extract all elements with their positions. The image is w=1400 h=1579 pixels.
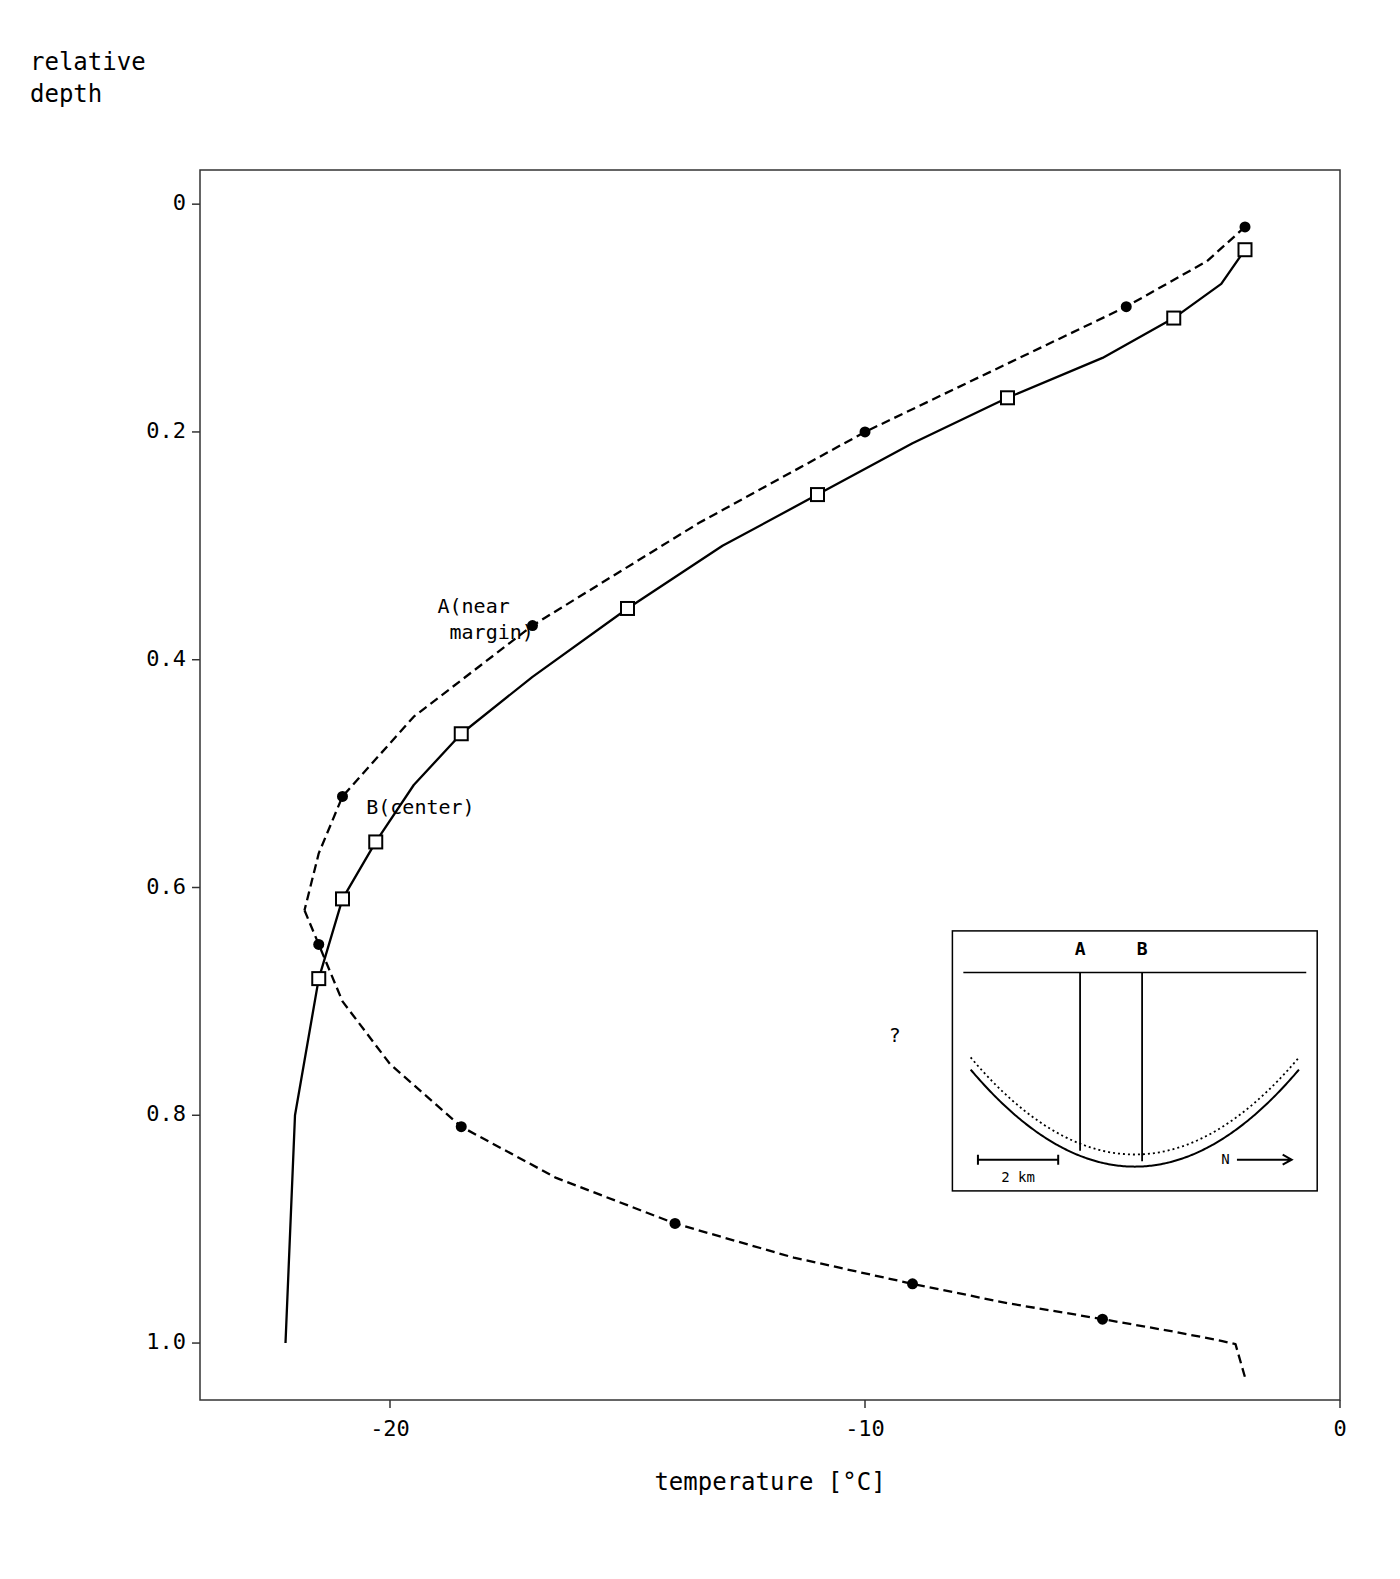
x-tick [864, 1400, 866, 1408]
square-marker [455, 727, 468, 740]
inset-scale-bar [978, 1155, 1058, 1165]
x-tick [1339, 1400, 1341, 1408]
axes: -20 -10 0 0 0.2 0.4 0.6 0.8 1.0 [146, 190, 1346, 1441]
inset-scale-label: 2 km [1001, 1169, 1035, 1185]
inset-bed [971, 1070, 1299, 1167]
circle-marker [1097, 1314, 1108, 1325]
square-marker [1001, 391, 1014, 404]
x-tick-label: -10 [845, 1416, 885, 1441]
marks [286, 221, 1252, 1377]
annotations: A(near margin) B(center)? [366, 593, 901, 1046]
y-tick-label: 0.4 [146, 646, 186, 671]
x-axis-label: temperature [°C] [654, 1468, 885, 1496]
inset-borehole [1141, 973, 1143, 1162]
square-marker [1167, 312, 1180, 325]
inset-north-label: N [1221, 1151, 1229, 1167]
y-tick-label: 0.2 [146, 418, 186, 443]
circle-marker [313, 939, 324, 950]
background [0, 0, 1400, 1579]
square-marker [312, 972, 325, 985]
square-marker [369, 835, 382, 848]
inset-borehole [1079, 973, 1081, 1151]
annotation-line: ? [889, 1022, 901, 1046]
circle-marker [337, 791, 348, 802]
circle-marker [670, 1218, 681, 1229]
inset-label: B [1137, 938, 1148, 959]
inset-north-arrow [1237, 1155, 1292, 1165]
annotation-line: A(near [438, 593, 510, 617]
square-marker [621, 602, 634, 615]
y-tick-label: 0 [173, 190, 186, 215]
chart: -20 -10 0 0 0.2 0.4 0.6 0.8 1.0 temperature [°C] r… [0, 0, 1400, 1579]
y-axis-label-line: relative [30, 48, 146, 76]
inset-ice-surface [963, 972, 1306, 974]
annotation: A(near margin) [438, 593, 534, 643]
y-axis-label-line: depth [30, 80, 102, 108]
circle-marker [1240, 221, 1251, 232]
annotation-line: margin) [438, 619, 534, 643]
annotation: ? [889, 1022, 901, 1046]
square-marker [336, 892, 349, 905]
annotation: B(center) [366, 794, 474, 818]
circle-marker [907, 1278, 918, 1289]
annotation-line: B(center) [366, 794, 474, 818]
square-marker [1239, 243, 1252, 256]
y-axis-label: relative depth [30, 48, 146, 108]
inset: A B 2 km N [952, 931, 1317, 1191]
y-tick [192, 1342, 200, 1344]
circle-marker [456, 1121, 467, 1132]
plot-frame [200, 170, 1340, 1400]
y-tick [192, 203, 200, 205]
inset-bed-band [971, 1057, 1299, 1154]
circle-marker [860, 426, 871, 437]
circle-marker [1121, 301, 1132, 312]
inset-label: A [1075, 938, 1086, 959]
y-tick-label: 0.6 [146, 874, 186, 899]
y-tick [192, 887, 200, 889]
y-tick-label: 0.8 [146, 1101, 186, 1126]
inset-frame [952, 931, 1317, 1191]
x-tick-label: -20 [370, 1416, 410, 1441]
y-tick [192, 431, 200, 433]
square-marker [811, 488, 824, 501]
x-tick-label: 0 [1333, 1416, 1346, 1441]
series-line [305, 227, 1246, 910]
y-tick [192, 659, 200, 661]
x-tick [389, 1400, 391, 1408]
y-tick-label: 1.0 [146, 1329, 186, 1354]
y-tick [192, 1115, 200, 1117]
